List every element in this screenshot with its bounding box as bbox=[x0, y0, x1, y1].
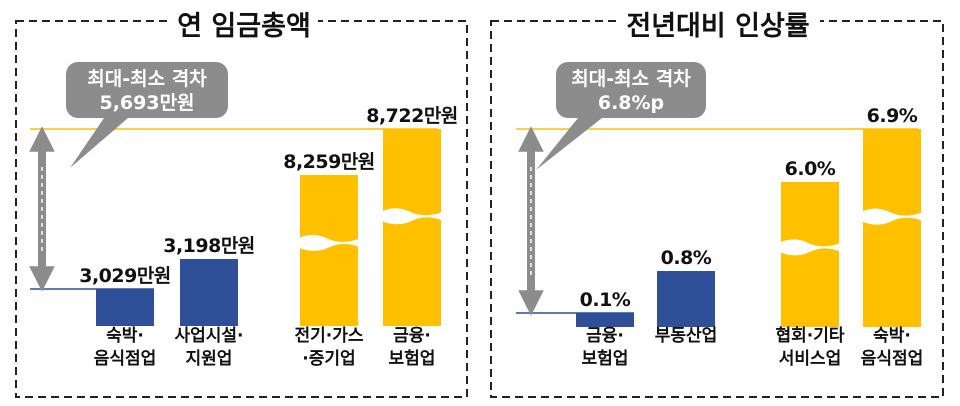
category-label: 음식점업 bbox=[94, 349, 157, 369]
axis-break-mark bbox=[779, 239, 841, 256]
category-label: ·증기업 bbox=[302, 349, 355, 369]
chart-title: 전년대비 인상률 bbox=[626, 11, 809, 42]
category-label: 보험업 bbox=[389, 348, 436, 369]
category-label: 숙박· bbox=[106, 326, 144, 346]
title-backdrop bbox=[616, 6, 820, 40]
category-label: 음식점업 bbox=[861, 349, 924, 369]
value-label: 6.0% bbox=[785, 158, 836, 180]
axis-break-mark bbox=[861, 208, 923, 225]
value-label: 8,259만원 bbox=[283, 151, 375, 173]
category-label: 전기·가스 bbox=[294, 326, 363, 346]
value-label: 6.9% bbox=[867, 105, 918, 127]
category-label: 숙박· bbox=[873, 326, 911, 346]
bar bbox=[576, 313, 634, 327]
gap-callout-title: 최대-최소 격차 bbox=[87, 68, 207, 90]
gap-callout-tail bbox=[70, 118, 128, 168]
gap-callout-value: 6.8%p bbox=[598, 92, 664, 114]
panel-yoy-increase: 전년대비 인상률 0.1% 금융·보험업 0.8% 부동산업 6.0% 협회·기타서비스업… bbox=[490, 6, 944, 398]
category-label: 보험업 bbox=[582, 348, 629, 369]
value-label: 0.8% bbox=[661, 247, 712, 269]
category-label: 서비스업 bbox=[779, 349, 842, 369]
bar bbox=[96, 289, 154, 326]
gap-callout-title: 최대-최소 격차 bbox=[571, 68, 691, 90]
value-label: 0.1% bbox=[580, 289, 631, 311]
axis-break-mark bbox=[381, 208, 443, 225]
gap-callout-tail bbox=[536, 118, 602, 170]
bar bbox=[863, 129, 921, 327]
value-label: 3,029만원 bbox=[79, 265, 171, 287]
gap-callout bbox=[556, 62, 706, 118]
gap-callout-value: 5,693만원 bbox=[99, 92, 194, 114]
category-label: 지원업 bbox=[186, 349, 233, 369]
category-label: 협회·기타 bbox=[775, 325, 844, 346]
bar bbox=[383, 129, 441, 326]
chart-title: 연 임금총액 bbox=[177, 11, 311, 42]
gap-callout bbox=[66, 62, 228, 118]
category-label: 금융· bbox=[586, 326, 624, 346]
value-label: 8,722만원 bbox=[366, 105, 458, 127]
category-label: 금융· bbox=[393, 326, 431, 346]
category-label: 사업시설· bbox=[174, 326, 243, 346]
category-label: 부동산업 bbox=[655, 326, 718, 346]
axis-break-mark bbox=[298, 234, 360, 251]
title-backdrop bbox=[170, 6, 318, 40]
bar bbox=[657, 271, 715, 327]
bar bbox=[180, 259, 238, 326]
value-label: 3,198만원 bbox=[163, 235, 255, 257]
